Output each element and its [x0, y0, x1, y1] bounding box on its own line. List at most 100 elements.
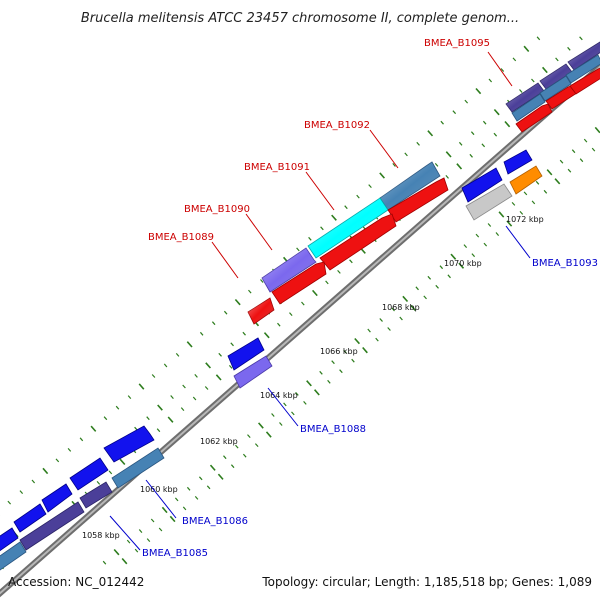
gene-label-bmea-b1089[interactable]: BMEA_B1089: [148, 232, 214, 243]
tick-label: 1064 kbp: [260, 391, 298, 400]
dotted-grid-lines: [0, 36, 600, 570]
gene-label-bmea-b1088[interactable]: BMEA_B1088: [300, 424, 366, 435]
grid-dot: [512, 57, 517, 62]
grid-dot: [375, 337, 379, 342]
grid-dot: [291, 411, 295, 416]
grid-dot: [167, 416, 174, 423]
grid-dot: [523, 45, 530, 53]
grid-dot: [138, 383, 145, 390]
grid-dot: [265, 431, 272, 438]
accession-text: Accession: NC_012442: [8, 575, 144, 589]
grid-dot: [242, 453, 247, 458]
grid-dot: [519, 210, 524, 215]
grid-dot: [127, 395, 132, 399]
grid-dot: [206, 485, 211, 490]
grid-dot: [531, 78, 535, 83]
grid-dot: [434, 163, 439, 167]
gene-label-bmea-b1095[interactable]: BMEA_B1095: [424, 38, 490, 49]
grid-dot: [198, 476, 203, 481]
grid-dot: [583, 138, 588, 143]
tick-label: 1070 kbp: [444, 259, 482, 268]
grid-dot: [113, 548, 120, 556]
grid-dot: [500, 68, 505, 72]
grid-dot: [150, 518, 155, 523]
grid-dot: [337, 269, 341, 274]
gene-bmea-b1090[interactable]: [261, 247, 317, 293]
inner-gene-track: [227, 149, 543, 389]
grid-dot: [194, 496, 199, 500]
grid-dot: [362, 346, 368, 354]
grid-dot: [102, 560, 107, 565]
grid-dot: [42, 467, 49, 475]
grid-dot: [223, 455, 227, 460]
grid-dot: [186, 486, 191, 491]
grid-dot: [182, 506, 187, 511]
grid-dot: [458, 262, 465, 269]
genome-summary-text: Topology: circular; Length: 1,185,518 bp…: [261, 575, 592, 589]
grid-dot: [470, 131, 475, 136]
grid-dot: [535, 180, 540, 185]
grid-dot: [439, 265, 444, 270]
grid-dot: [440, 120, 444, 125]
grid-dot: [186, 341, 193, 348]
tick-label: 1066 kbp: [320, 347, 358, 356]
grid-dot: [235, 444, 239, 449]
grid-dot: [456, 163, 463, 170]
gene-label-bmea-b1090[interactable]: BMEA_B1090: [184, 204, 250, 215]
grid-dot: [379, 172, 385, 179]
grid-dot: [223, 310, 228, 315]
grid-dot: [134, 548, 139, 553]
grid-dot: [295, 391, 299, 396]
grid-dot: [498, 211, 505, 218]
grid-dot: [579, 36, 583, 41]
grid-dot: [126, 539, 131, 544]
gene-bmea-b1086-cluster[interactable]: [0, 425, 165, 571]
grid-dot: [169, 515, 176, 523]
grid-dot: [450, 253, 457, 260]
grid-dot: [19, 490, 24, 494]
gene-label-bmea-b1086[interactable]: BMEA_B1086: [182, 516, 248, 527]
grid-dot: [215, 374, 222, 381]
grid-dot: [475, 233, 480, 238]
grid-dot: [96, 481, 101, 485]
grid-dot: [483, 242, 488, 247]
grid-dot: [205, 362, 211, 369]
grid-dot: [391, 307, 395, 312]
grid-dot: [327, 379, 331, 384]
grid-dot: [108, 470, 113, 475]
grid-dot: [399, 316, 403, 321]
grid-dot: [115, 405, 120, 410]
grid-dot: [493, 108, 500, 116]
grid-dot: [218, 352, 222, 357]
gene-label-bmea-b1085[interactable]: BMEA_B1085: [142, 548, 208, 559]
gene-label-bmea-b1091[interactable]: BMEA_B1091: [244, 162, 310, 173]
coordinate-ticks: 1072 kbp 1070 kbp 1068 kbp 1066 kbp 1064…: [82, 215, 544, 540]
gene-bmea-b1089[interactable]: [247, 177, 449, 325]
grid-dot: [435, 284, 439, 289]
grid-dot: [257, 422, 264, 429]
gene-label-bmea-b1093[interactable]: BMEA_B1093: [532, 258, 598, 269]
gene-bmea-b1088[interactable]: [227, 337, 273, 389]
grid-dot: [469, 153, 473, 158]
grid-dot: [138, 529, 143, 533]
grid-dot: [90, 425, 97, 432]
grid-dot: [541, 66, 548, 74]
grid-dot: [475, 87, 482, 95]
grid-dot: [320, 226, 324, 231]
grid-dot: [481, 143, 486, 148]
grid-dot: [228, 365, 233, 369]
gene-red-1095-row: [515, 67, 600, 133]
grid-dot: [331, 214, 337, 221]
gene-bmea-b1093[interactable]: [461, 149, 543, 221]
grid-dot: [157, 404, 163, 411]
grid-dot: [356, 194, 360, 199]
grid-dot: [554, 178, 561, 185]
grid-dot: [452, 110, 457, 115]
grid-dot: [209, 464, 216, 471]
grid-dot: [306, 380, 312, 387]
grid-dot: [402, 295, 409, 303]
gene-label-bmea-b1092[interactable]: BMEA_B1092: [304, 120, 370, 131]
grid-dot: [283, 402, 287, 407]
grid-dot: [247, 434, 251, 439]
